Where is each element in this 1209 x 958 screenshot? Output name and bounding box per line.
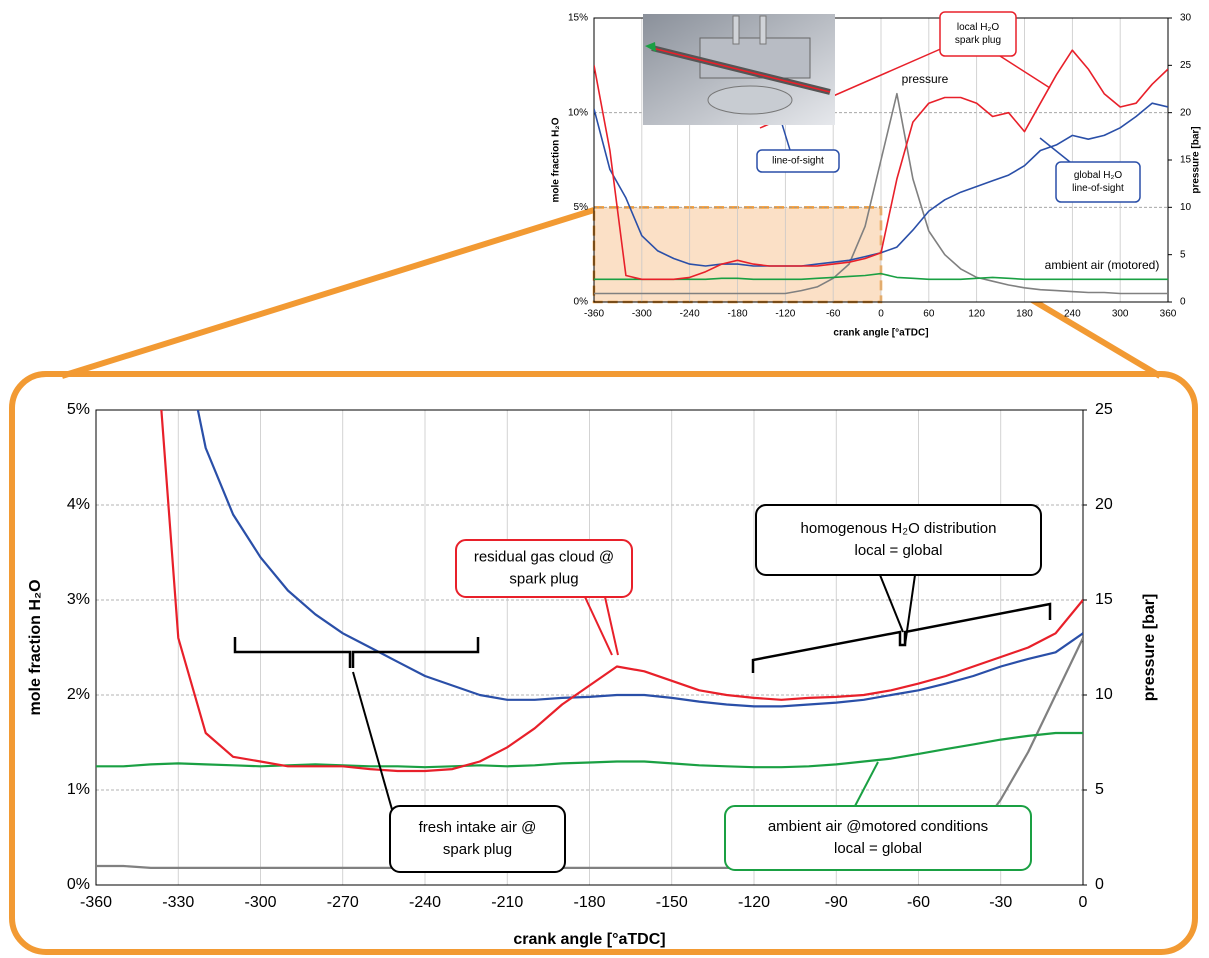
- top-chart: 0%5%10%15%051015202530-360-300-240-180-1…: [551, 12, 1202, 339]
- x-tick-label: 240: [1064, 309, 1081, 320]
- x-tick-label: -120: [738, 894, 770, 911]
- y2-tick-label: 0: [1095, 876, 1104, 893]
- annotation-text: spark plug: [443, 841, 512, 858]
- x-tick-label: -270: [327, 894, 359, 911]
- x-tick-label: -60: [907, 894, 930, 911]
- y-tick-label: 4%: [67, 496, 90, 513]
- y2-tick-label: 5: [1095, 781, 1104, 798]
- x-tick-label: -120: [775, 309, 795, 320]
- callout-box: [940, 12, 1016, 56]
- x-tick-label: -150: [656, 894, 688, 911]
- x-tick-label: 0: [1079, 894, 1088, 911]
- annotation-text: homogenous H₂O distribution: [801, 520, 997, 537]
- y2-tick-label: 10: [1095, 686, 1113, 703]
- callout-box: [756, 505, 1041, 575]
- valve: [733, 16, 739, 44]
- x-tick-label: -90: [825, 894, 848, 911]
- y-axis-label: mole fraction H₂O: [27, 579, 44, 715]
- zoom-chart: 0%1%2%3%4%5%0510152025-360-330-300-270-2…: [27, 268, 1158, 949]
- annotation-text: ambient air (motored): [1045, 258, 1160, 272]
- engine-image: [643, 14, 835, 125]
- y2-axis-label: pressure [bar]: [1191, 126, 1202, 193]
- x-tick-label: -360: [80, 894, 112, 911]
- y2-tick-label: 0: [1180, 297, 1186, 308]
- x-tick-label: -240: [680, 309, 700, 320]
- x-tick-label: -30: [989, 894, 1012, 911]
- x-tick-label: 180: [1016, 309, 1033, 320]
- zoom-connector: [62, 210, 594, 376]
- y-tick-label: 0%: [574, 297, 589, 308]
- y2-axis-label: pressure [bar]: [1141, 594, 1158, 702]
- x-axis-label: crank angle [°aTDC]: [833, 328, 928, 339]
- x-tick-label: -300: [244, 894, 276, 911]
- callout-box: [725, 806, 1031, 870]
- callout-box: [1056, 162, 1140, 202]
- y-tick-label: 1%: [67, 781, 90, 798]
- annotation-text: local = global: [855, 542, 943, 559]
- annotation-text: ambient air @motored conditions: [768, 818, 988, 835]
- y2-tick-label: 10: [1180, 202, 1192, 213]
- y-tick-label: 2%: [67, 686, 90, 703]
- y-tick-label: 5%: [574, 202, 589, 213]
- x-tick-label: 300: [1112, 309, 1129, 320]
- x-tick-label: -210: [491, 894, 523, 911]
- x-tick-label: -360: [584, 309, 604, 320]
- x-tick-label: 120: [968, 309, 985, 320]
- x-tick-label: -180: [573, 894, 605, 911]
- y-tick-label: 3%: [67, 591, 90, 608]
- annotation-text: spark plug: [509, 570, 578, 587]
- y2-tick-label: 25: [1180, 60, 1192, 71]
- annotation-text: fresh intake air @: [419, 819, 537, 836]
- annotation-text: spark plug: [955, 35, 1001, 46]
- y2-tick-label: 20: [1095, 496, 1113, 513]
- y-tick-label: 5%: [67, 401, 90, 418]
- annotation-text: pressure: [902, 72, 949, 86]
- x-tick-label: -60: [826, 309, 841, 320]
- y2-tick-label: 5: [1180, 249, 1186, 260]
- y2-tick-label: 25: [1095, 401, 1113, 418]
- x-tick-label: 60: [923, 309, 935, 320]
- y2-tick-label: 30: [1180, 13, 1192, 24]
- y2-tick-label: 15: [1095, 591, 1113, 608]
- y-tick-label: 10%: [568, 107, 588, 118]
- callout-box: [390, 806, 565, 872]
- piston: [708, 86, 792, 114]
- figure: 0%5%10%15%051015202530-360-300-240-180-1…: [0, 0, 1209, 958]
- annotation-text: line-of-sight: [1072, 183, 1124, 194]
- y-tick-label: 15%: [568, 13, 588, 24]
- annotation-text: global H₂O: [1074, 170, 1123, 181]
- x-tick-label: 0: [878, 309, 884, 320]
- x-axis-label: crank angle [°aTDC]: [513, 931, 665, 948]
- annotation-text: local H₂O: [957, 22, 999, 33]
- x-tick-label: -330: [162, 894, 194, 911]
- y2-tick-label: 20: [1180, 107, 1192, 118]
- y-axis-label: mole fraction H₂O: [551, 117, 562, 202]
- x-tick-label: 360: [1160, 309, 1177, 320]
- annotation-text: local = global: [834, 840, 922, 857]
- x-tick-label: -300: [632, 309, 652, 320]
- annotation-text: residual gas cloud @: [474, 548, 614, 565]
- valve: [760, 16, 766, 44]
- y-tick-label: 0%: [67, 876, 90, 893]
- x-tick-label: -180: [727, 309, 747, 320]
- annotation-text: line-of-sight: [772, 156, 824, 167]
- x-tick-label: -240: [409, 894, 441, 911]
